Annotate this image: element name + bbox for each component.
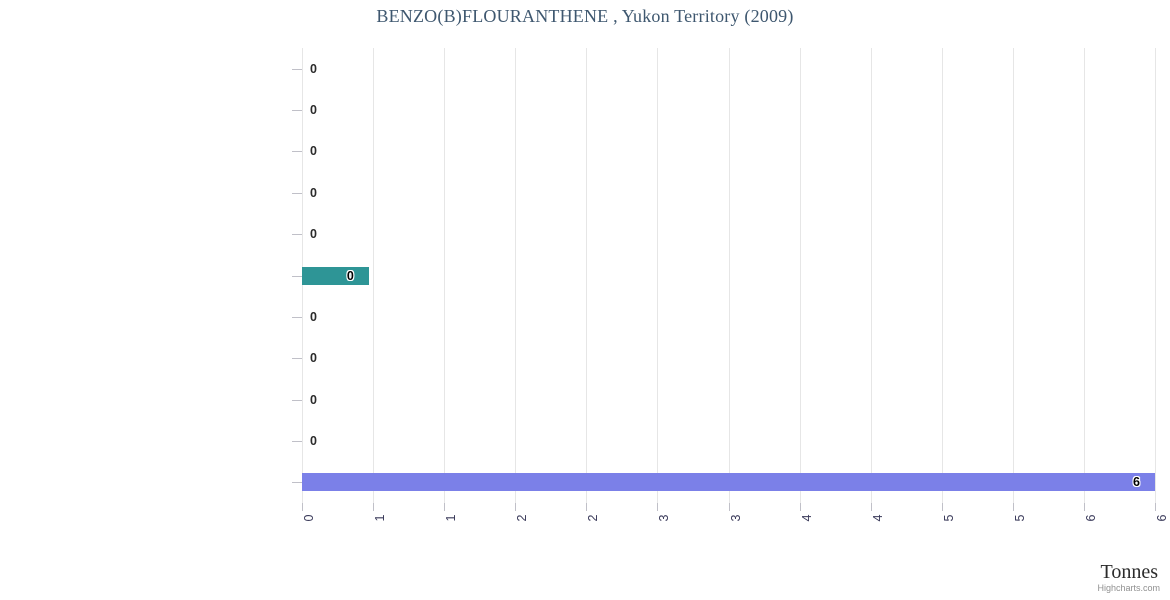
- x-axis-label: 2: [515, 514, 530, 522]
- x-axis-label: 0: [302, 514, 316, 522]
- x-axis-tick: [444, 503, 446, 511]
- gridline: [941, 48, 943, 503]
- x-axis-label: 1: [444, 514, 459, 522]
- bar-data-label: 0: [310, 61, 317, 76]
- x-axis-tick: [586, 503, 588, 511]
- gridline: [1083, 48, 1085, 503]
- x-axis-label: 1: [373, 514, 388, 522]
- x-axis-label: 6: [1155, 514, 1169, 522]
- x-axis-tick: [373, 503, 375, 511]
- gridline: [657, 48, 659, 503]
- bar-data-label: 0: [310, 185, 317, 200]
- gridline: [515, 48, 517, 503]
- gridline: [799, 48, 801, 503]
- x-axis-label: 5: [1012, 514, 1027, 522]
- x-axis-tick: [1155, 503, 1156, 511]
- x-axis-label: 4: [870, 514, 885, 522]
- category-tick: [292, 316, 302, 318]
- plot-area: [302, 48, 1156, 503]
- x-axis-tick: [1083, 503, 1085, 511]
- gridline: [373, 48, 375, 503]
- category-tick: [292, 399, 302, 401]
- x-axis-tick: [302, 503, 303, 511]
- bar-data-label: 6: [1133, 475, 1140, 490]
- gridline: [444, 48, 446, 503]
- x-axis-tick: [941, 503, 943, 511]
- bar-data-label: 0: [310, 309, 317, 324]
- x-axis-label: 4: [799, 514, 814, 522]
- chart-title: BENZO(B)FLOURANTHENE , Yukon Territory (…: [376, 6, 794, 26]
- x-axis-label: 2: [586, 514, 601, 522]
- x-axis-tick: [870, 503, 872, 511]
- x-axis-label: 5: [941, 514, 956, 522]
- highcharts-credits[interactable]: Highcharts.com: [1097, 583, 1160, 593]
- gridline: [728, 48, 730, 503]
- category-tick: [292, 68, 302, 70]
- bar[interactable]: [302, 266, 369, 285]
- category-tick: [292, 192, 302, 194]
- gridline: [586, 48, 588, 503]
- category-tick: [292, 440, 302, 442]
- x-axis-tick: [728, 503, 730, 511]
- bar-data-label: 0: [310, 227, 317, 242]
- x-axis-title: Tonnes: [1100, 561, 1158, 583]
- x-axis-tick: [1012, 503, 1014, 511]
- category-tick: [292, 234, 302, 236]
- gridline: [1012, 48, 1014, 503]
- bar-data-label: 0: [346, 268, 354, 283]
- gridline: [1155, 48, 1156, 503]
- bar-data-label: 0: [310, 144, 317, 159]
- bar-data-label: 0: [310, 433, 317, 448]
- x-axis-tick: [799, 503, 801, 511]
- bar[interactable]: [302, 473, 1155, 492]
- x-axis-label: 3: [728, 514, 743, 522]
- bar-data-label: 0: [310, 351, 317, 366]
- x-axis-label: 3: [657, 514, 672, 522]
- category-tick: [292, 358, 302, 360]
- category-tick: [292, 275, 302, 277]
- gridline: [870, 48, 872, 503]
- category-tick: [292, 110, 302, 112]
- category-tick: [292, 151, 302, 153]
- x-axis-tick: [657, 503, 659, 511]
- bar-data-label: 0: [310, 392, 317, 407]
- bar-data-label: 0: [310, 103, 317, 118]
- x-axis-tick: [515, 503, 517, 511]
- category-tick: [292, 482, 302, 484]
- x-axis-label: 6: [1083, 514, 1098, 522]
